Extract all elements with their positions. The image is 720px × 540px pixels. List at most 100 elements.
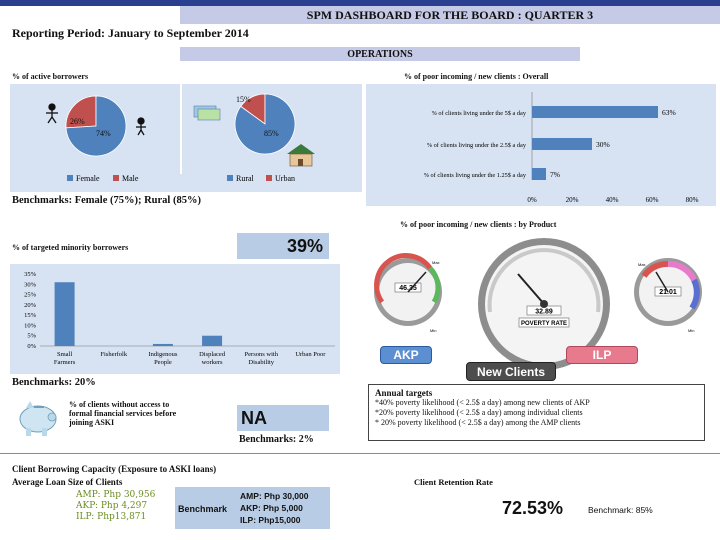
loan-size-subtitle: Average Loan Size of Clients: [12, 477, 123, 487]
retention-value: 72.53%: [502, 498, 564, 518]
legend-male-text: Male: [122, 174, 139, 183]
reporting-period: Reporting Period: January to September 2…: [12, 26, 249, 40]
borrowing-capacity-title: Client Borrowing Capacity (Exposure to A…: [12, 464, 217, 474]
annual-target-line: * 20% poverty likelihood (< 2.5$ a day) …: [375, 418, 581, 427]
poor-overall-bar-chart: % of clients living under the 5$ a day 63…: [424, 92, 699, 204]
minority-value-box: 39%: [237, 233, 329, 259]
vbar-tick-label: 15%: [24, 312, 37, 319]
annual-target-line: *40% poverty likelihood (< 2.5$ a day) a…: [375, 398, 590, 407]
poor-overall-title: % of poor incoming / new clients : Overa…: [404, 72, 549, 81]
vbar-category-label: Persons with: [245, 351, 279, 358]
vbar-category-label: People: [154, 359, 172, 366]
pie-slice-female: [65, 95, 127, 157]
gender-legend: Female Male: [67, 174, 139, 183]
ilp-gauge: 21.01 Max Min: [634, 258, 702, 333]
loan-benchmark-item: AMP: Php 30,000: [240, 491, 309, 501]
akp-gauge: 46.35 Max Min: [374, 253, 442, 333]
legend-female-text: Female: [76, 174, 100, 183]
hbar-category-label: % of clients living under the 2.5$ a day: [427, 142, 527, 149]
vbar-tick-label: 20%: [24, 302, 37, 309]
hbar-tick-label: 0%: [527, 196, 537, 204]
akp-gauge-readout: 46.35: [399, 285, 417, 292]
minority-title: % of targeted minority borrowers: [12, 243, 129, 252]
no-access-value: NA: [241, 407, 267, 428]
pie-label-rural: 85%: [264, 129, 279, 138]
vbar-category-label: workers: [202, 359, 223, 366]
hbar-tick-label: 80%: [686, 196, 699, 204]
vbar-tick-label: 35%: [24, 271, 37, 278]
retention-benchmark: Benchmark: 85%: [588, 505, 653, 515]
loan-size-list: AMP: Php 30,956 AKP: Php 4,297 ILP: Php1…: [76, 490, 155, 523]
vbar-tick-label: 5%: [27, 333, 36, 340]
vbar-category-label: Displaced: [199, 351, 226, 358]
hbar-bar: [532, 168, 546, 180]
vbar-tick-label: 25%: [24, 292, 37, 299]
hbar-bar: [532, 106, 658, 118]
section-divider: [0, 453, 720, 454]
female-person-icon: [46, 103, 58, 124]
akp-label: AKP: [380, 346, 432, 364]
ilp-label: ILP: [566, 346, 638, 364]
pie-slice-rural: [234, 93, 296, 155]
legend-rural-text: Rural: [236, 174, 255, 183]
hbar-value-label: 30%: [596, 140, 610, 149]
vbar-category-label: Small: [57, 351, 72, 358]
pie-slice-male: [65, 95, 97, 129]
vbar-category-label: Disability: [248, 359, 274, 366]
vbar-category-label: Farmers: [54, 359, 76, 366]
loan-benchmark-box: [175, 487, 330, 529]
poor-by-product-title: % of poor incoming / new clients : by Pr…: [400, 220, 557, 229]
new-clients-label: New Clients: [466, 362, 556, 381]
no-access-line: % of clients without access to: [69, 400, 170, 409]
gauge-min-label: Min: [430, 328, 436, 333]
hbar-tick-label: 60%: [646, 196, 659, 204]
loan-benchmark-item: AKP: Php 5,000: [240, 503, 303, 513]
no-access-line: formal financial services before: [69, 409, 177, 418]
house-icon: [287, 144, 315, 167]
loan-benchmark-label: Benchmark: [178, 504, 228, 514]
pie-label-urban: 15%: [236, 95, 251, 104]
hbar-bar: [532, 138, 592, 150]
gender-pie-chart: 74% 26%: [65, 95, 127, 157]
no-access-text: % of clients without access to formal fi…: [69, 400, 176, 427]
minority-benchmark: Benchmarks: 20%: [12, 377, 96, 388]
top-accent-bar: [0, 0, 720, 6]
hbar-category-label: % of clients living under the 1.25$ a da…: [424, 172, 527, 179]
vbar-category-label: Fisherfolk: [100, 351, 127, 358]
active-borrowers-benchmark: Benchmarks: Female (75%); Rural (85%): [12, 195, 201, 206]
dashboard-title: SPM DASHBOARD FOR THE BOARD : QUARTER 3: [306, 7, 594, 22]
vbar-category-label: Urban Poor: [295, 351, 326, 358]
operations-title: OPERATIONS: [347, 48, 413, 60]
legend-swatch-rural: [227, 175, 233, 181]
vbar-bar: [54, 282, 75, 346]
active-borrowers-charts: 74% 26% 85% 15% Female Male Rural Urban: [46, 84, 315, 183]
retention-title: Client Retention Rate: [414, 477, 493, 487]
hbar-tick-label: 20%: [566, 196, 579, 204]
legend-urban-text: Urban: [275, 174, 295, 183]
vbar-category-label: Indigenous: [148, 351, 177, 358]
minority-value: 39%: [286, 235, 323, 256]
new-clients-gauge: 32.89 POVERTY RATE: [478, 238, 610, 370]
loan-size-item: AKP: Php 4,297: [76, 501, 148, 511]
vbar-bar: [152, 343, 173, 346]
active-borrowers-title: % of active borrowers: [12, 72, 89, 81]
hbar-value-label: 63%: [662, 108, 676, 117]
annual-target-line: *20% poverty likelihood (< 2.5$ a day) a…: [375, 408, 583, 417]
location-legend: Rural Urban: [227, 174, 295, 183]
no-access-value-box: NA: [237, 405, 329, 431]
ilp-gauge-readout: 21.01: [659, 289, 677, 296]
loan-benchmark-list: AMP: Php 30,000 AKP: Php 5,000 ILP: Php1…: [240, 490, 309, 526]
legend-swatch-male: [113, 175, 119, 181]
gauge-max-label: Max: [638, 262, 646, 267]
poverty-rate-label: POVERTY RATE: [521, 321, 567, 327]
vbar-tick-label: 30%: [24, 281, 37, 288]
pie-label-female: 74%: [96, 129, 111, 138]
vbar-tick-label: 0%: [27, 343, 36, 350]
annual-targets-box: Annual targets *40% poverty likelihood (…: [368, 384, 705, 441]
loan-size-item: ILP: Php13,871: [76, 512, 147, 522]
new-clients-gauge-readout: 32.89: [535, 309, 553, 316]
hbar-value-label: 7%: [550, 170, 560, 179]
gauge-max-label: Max: [432, 260, 440, 265]
vbar-tick-label: 10%: [24, 322, 37, 329]
